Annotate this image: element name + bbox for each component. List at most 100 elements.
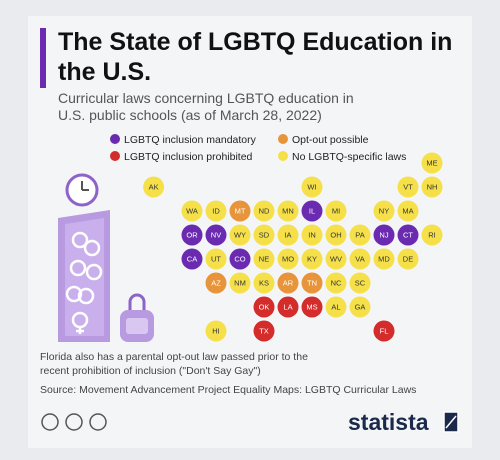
state-tile (325, 296, 347, 318)
state-label: AZ (211, 278, 221, 287)
state-label: IA (284, 230, 291, 239)
state-label: WY (234, 230, 246, 239)
state-tile (205, 320, 227, 342)
state-tile (253, 296, 275, 318)
state-tile (229, 272, 251, 294)
state-label: MA (402, 206, 413, 215)
state-label: AK (149, 182, 159, 191)
state-label: ID (212, 206, 220, 215)
state-label: KS (259, 278, 269, 287)
state-tile (301, 200, 323, 222)
state-tile (325, 200, 347, 222)
title: The State of LGBTQ Education in the U.S. (58, 28, 453, 86)
state-tile (349, 224, 371, 246)
state-label: AR (283, 278, 294, 287)
state-tile (229, 200, 251, 222)
state-label: NE (259, 254, 269, 263)
state-label: LA (283, 302, 292, 311)
state-tile (421, 176, 443, 198)
state-label: NJ (379, 230, 388, 239)
state-label: NY (379, 206, 389, 215)
legend-swatch (278, 134, 288, 144)
state-label: VT (403, 182, 413, 191)
state-label: RI (428, 230, 436, 239)
state-tile (205, 224, 227, 246)
legend-label: LGBTQ inclusion mandatory (124, 134, 257, 146)
state-label: NC (331, 278, 342, 287)
state-label: NH (427, 182, 438, 191)
state-tile (277, 224, 299, 246)
state-label: WV (330, 254, 342, 263)
legend-swatch (110, 151, 120, 161)
state-label: UT (211, 254, 221, 263)
illustration (58, 173, 154, 342)
state-label: WI (307, 182, 316, 191)
state-label: ME (426, 158, 437, 167)
state-label: DE (403, 254, 413, 263)
state-label: WA (186, 206, 198, 215)
state-tile (181, 200, 203, 222)
state-tile (277, 296, 299, 318)
state-label: SD (259, 230, 270, 239)
state-label: IN (308, 230, 316, 239)
state-tile (325, 248, 347, 270)
state-tile (325, 224, 347, 246)
state-label: OR (186, 230, 198, 239)
state-tile (253, 248, 275, 270)
state-tile (421, 224, 443, 246)
state-tile (373, 224, 395, 246)
state-tile (349, 272, 371, 294)
state-tile (205, 200, 227, 222)
state-tile (181, 224, 203, 246)
state-tile (277, 248, 299, 270)
state-label: MI (332, 206, 340, 215)
state-label: MT (235, 206, 246, 215)
state-label: FL (380, 326, 389, 335)
state-tile (253, 272, 275, 294)
state-tile (143, 176, 165, 198)
state-tile (373, 200, 395, 222)
state-label: MD (378, 254, 390, 263)
state-label: VA (355, 254, 364, 263)
state-tile (229, 224, 251, 246)
legend-label: LGBTQ inclusion prohibited (124, 151, 253, 163)
state-label: IL (309, 206, 315, 215)
state-tile (373, 320, 395, 342)
legend-label: No LGBTQ-specific laws (292, 151, 406, 163)
state-label: HI (212, 326, 220, 335)
state-label: GA (355, 302, 366, 311)
state-label: SC (355, 278, 366, 287)
state-label: NM (234, 278, 246, 287)
state-tile (277, 200, 299, 222)
state-label: MS (306, 302, 317, 311)
state-label: MO (282, 254, 294, 263)
state-tile (301, 176, 323, 198)
state-tile (349, 248, 371, 270)
state-label: TX (259, 326, 269, 335)
logo-icon (443, 411, 459, 433)
state-tile (397, 248, 419, 270)
state-label: TN (307, 278, 317, 287)
source: Source: Movement Advancement Project Equ… (40, 384, 417, 396)
state-label: CT (403, 230, 413, 239)
state-tile (205, 248, 227, 270)
state-label: AL (331, 302, 340, 311)
logo: statista (348, 409, 429, 435)
state-label: KY (307, 254, 317, 263)
state-tile (229, 248, 251, 270)
state-label: MN (282, 206, 294, 215)
state-tile (253, 200, 275, 222)
state-label: CA (187, 254, 197, 263)
state-tile (325, 272, 347, 294)
state-tile (373, 248, 395, 270)
state-label: CO (234, 254, 245, 263)
state-tile (397, 200, 419, 222)
state-tile (421, 152, 443, 174)
license-icons (41, 413, 107, 431)
title-bar (40, 28, 46, 88)
state-tile (397, 176, 419, 198)
state-label: ND (259, 206, 270, 215)
state-tile (301, 296, 323, 318)
legend-swatch (278, 151, 288, 161)
